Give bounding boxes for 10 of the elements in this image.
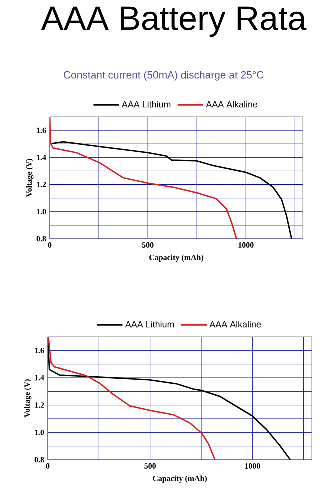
legend-label: AAA Alkaline	[206, 101, 258, 108]
line-series	[48, 338, 292, 460]
legend-label: AAA Lithium	[122, 101, 171, 108]
legend-label: AAA Lithium	[125, 321, 174, 328]
chart-title: AAA Battery Rata	[41, 6, 307, 38]
line-series	[50, 141, 293, 239]
line-series	[48, 337, 216, 460]
line-series	[50, 116, 238, 239]
legend-label: AAA Alkaline	[210, 321, 262, 328]
chart-subtitle: Constant current (50mA) discharge at 25°C	[64, 71, 264, 81]
